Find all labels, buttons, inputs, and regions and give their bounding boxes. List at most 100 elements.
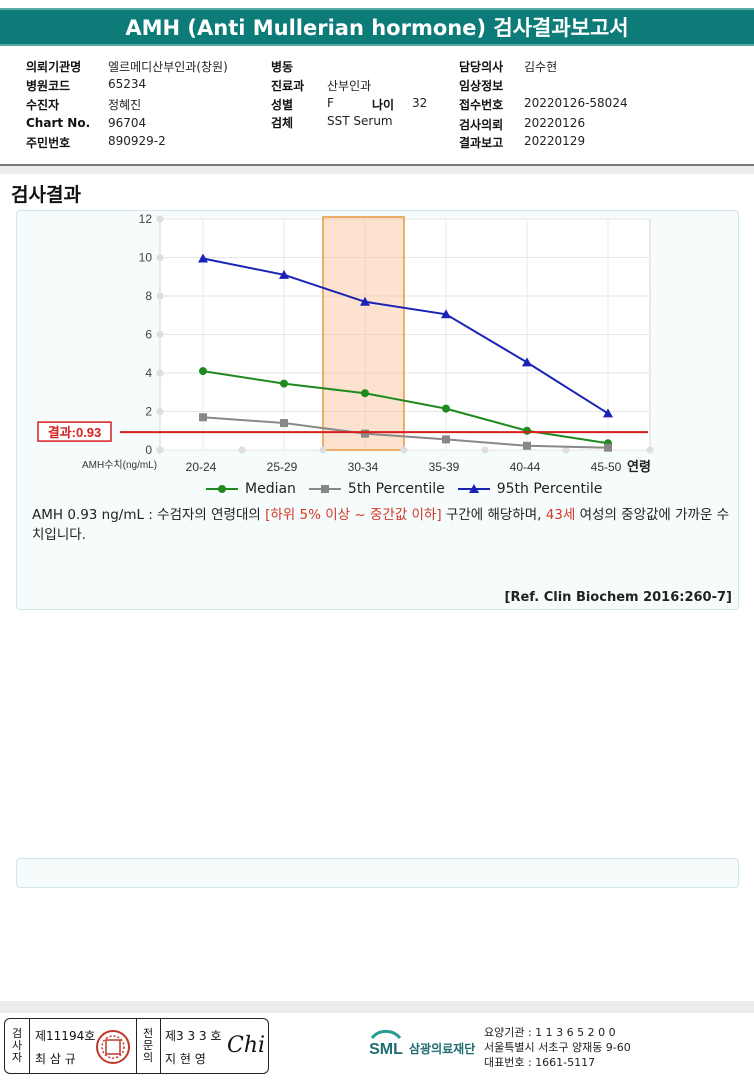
receipt-value: 20220126-58024 xyxy=(524,96,628,110)
result-label-box xyxy=(37,421,112,442)
handwritten-signature: Chi xyxy=(227,1033,266,1058)
highlight-band xyxy=(322,216,405,451)
y-tick-dot xyxy=(156,215,164,223)
report-label: 결과보고 xyxy=(459,136,504,150)
patient-label: 수진자 xyxy=(26,98,60,112)
data-point xyxy=(603,408,613,418)
series-line xyxy=(202,416,609,449)
data-point xyxy=(441,309,451,319)
y-tick-label: 0 xyxy=(145,443,152,457)
id-value: 890929-2 xyxy=(108,134,166,148)
inspector-name: 최 삼 규 xyxy=(35,1052,76,1066)
y-axis-label: AMH수치(ng/mL) xyxy=(82,459,157,471)
legend-5th: 5th Percentile xyxy=(308,481,445,497)
data-point xyxy=(523,426,531,435)
legend-95th: 95th Percentile xyxy=(457,481,602,497)
y-tick-dot xyxy=(156,292,164,300)
specialist-no: 제3 3 3 호 xyxy=(165,1029,222,1043)
chart-legend: Median 5th Percentile 95th Percentile xyxy=(205,481,614,497)
dept-label: 진료과 xyxy=(271,79,305,93)
data-point xyxy=(279,269,289,279)
y-tick-dot xyxy=(156,408,164,415)
request-label: 검사의뢰 xyxy=(459,118,504,132)
x-tick-dot xyxy=(646,446,654,454)
data-point xyxy=(360,296,370,306)
report-title: AMH (Anti Mullerian hormone) 검사결과보고서 xyxy=(0,8,754,46)
x-axis-label: 연령 xyxy=(627,459,651,474)
amh-chart: 0 2 4 6 8 10 12 20-24 25-29 30-34 35-39 40-44 45-50 A… xyxy=(37,212,654,474)
specialist-name: 지 현 영 xyxy=(165,1052,206,1066)
result-comment: AMH 0.93 ng/mL : 수검자의 연령대의 [하위 5% 이상 ~ 중… xyxy=(32,507,730,543)
patient-value: 정혜진 xyxy=(108,98,142,112)
data-point xyxy=(442,435,450,444)
data-point xyxy=(361,389,369,398)
request-value: 20220126 xyxy=(524,116,586,130)
receipt-label: 접수번호 xyxy=(459,98,504,112)
x-tick-dot xyxy=(481,446,489,454)
y-tick-dot xyxy=(156,254,164,261)
sml-logo-icon: SML xyxy=(369,1029,403,1058)
hospital-code-label: 병원코드 xyxy=(26,79,71,93)
specimen-value: SST Serum xyxy=(327,114,393,128)
y-tick-dot xyxy=(156,331,164,338)
age-label: 나이 xyxy=(372,98,395,112)
series-line xyxy=(202,257,609,415)
hospital-label: 의뢰기관명 xyxy=(26,60,82,74)
x-tick-label: 30-34 xyxy=(348,460,379,474)
x-tick-dot xyxy=(156,446,164,454)
data-point xyxy=(523,441,531,450)
ward-label: 병동 xyxy=(271,60,294,74)
data-point xyxy=(198,253,208,263)
sex-value: F xyxy=(327,96,334,110)
x-tick-label: 35-39 xyxy=(429,460,460,474)
doctor-label: 담당의사 xyxy=(459,60,504,74)
section-title: 검사결과 xyxy=(11,184,81,206)
x-tick-dot xyxy=(400,446,408,454)
separator-band xyxy=(0,166,754,174)
report-value: 20220129 xyxy=(524,134,586,148)
data-point xyxy=(199,413,207,422)
age-value: 32 xyxy=(412,96,428,110)
empty-panel xyxy=(16,858,739,888)
x-tick-label: 20-24 xyxy=(186,460,217,474)
y-tick-label: 8 xyxy=(145,289,152,303)
x-tick-dot xyxy=(238,446,246,454)
footer-org: 삼광의료재단 xyxy=(409,1042,476,1056)
y-tick-label: 6 xyxy=(145,328,152,342)
legend-median: Median xyxy=(205,481,296,497)
inspector-no: 제11194호 xyxy=(35,1029,96,1043)
x-tick-dot xyxy=(562,446,570,454)
reference: [Ref. Clin Biochem 2016:260-7] xyxy=(504,590,732,605)
x-tick-label: 25-29 xyxy=(267,460,298,474)
specialist-label: 전문의 xyxy=(142,1027,154,1064)
clinical-label: 임상정보 xyxy=(459,79,504,93)
data-point xyxy=(442,404,450,413)
signature-box: 검사자 제11194호 최 삼 규 전문의 제3 3 3 호 지 현 영 Chi xyxy=(4,1018,269,1074)
data-point xyxy=(280,379,288,388)
y-tick-label: 12 xyxy=(139,212,153,226)
chart-label: Chart No. xyxy=(26,116,91,130)
x-tick-label: 45-50 xyxy=(591,460,622,474)
data-point xyxy=(199,367,207,376)
result-label: 결과:0.93 xyxy=(48,425,102,440)
id-label: 주민번호 xyxy=(26,136,71,150)
x-tick-label: 40-44 xyxy=(510,460,541,474)
data-point xyxy=(280,419,288,428)
svg-text:SML: SML xyxy=(369,1041,403,1058)
y-tick-dot xyxy=(156,369,164,377)
data-point xyxy=(361,429,369,438)
doctor-value: 김수현 xyxy=(524,60,558,74)
patient-info: 의뢰기관명 엘르메디산부인과(창원) 병원코드 65234 수진자 정혜진 Ch… xyxy=(0,52,754,164)
inspector-label: 검사자 xyxy=(11,1027,23,1064)
y-tick-label: 4 xyxy=(145,366,152,380)
x-tick-dot xyxy=(319,446,327,454)
footer-address: 요양기관 : 1 1 3 6 5 2 0 0 서울특별시 서초구 양재동 9-6… xyxy=(484,1026,631,1069)
specimen-label: 검체 xyxy=(271,116,294,130)
chart-value: 96704 xyxy=(108,116,147,130)
sex-label: 성별 xyxy=(271,98,294,112)
divider xyxy=(0,164,754,166)
hospital-value: 엘르메디산부인과(창원) xyxy=(108,60,228,74)
y-tick-label: 10 xyxy=(139,251,153,265)
footer-band xyxy=(0,1001,754,1013)
data-point xyxy=(604,443,612,452)
